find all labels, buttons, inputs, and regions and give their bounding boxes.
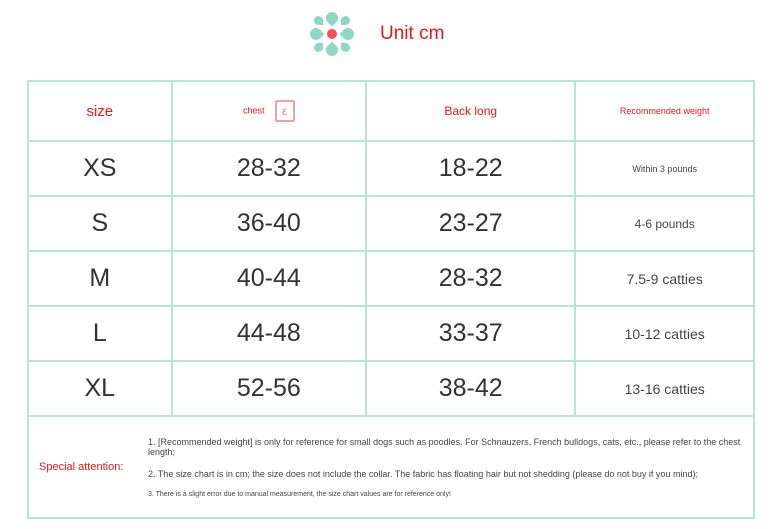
- col-chest: chest ε: [170, 80, 368, 142]
- table-row: S 36-40 23-27 4-6 pounds: [27, 195, 755, 252]
- chest-cell: 40-44: [170, 250, 368, 307]
- title-area: Unit cm: [307, 9, 445, 59]
- chest-cell: 52-56: [170, 360, 368, 417]
- table-row: XS 28-32 18-22 Within 3 pounds: [27, 140, 755, 197]
- chest-cell: 36-40: [170, 195, 368, 252]
- back-cell: 38-42: [365, 360, 577, 417]
- unit-label: Unit cm: [380, 23, 445, 44]
- back-cell: 28-32: [365, 250, 577, 307]
- chest-cell: 44-48: [170, 305, 368, 362]
- size-cell: XL: [27, 360, 173, 417]
- notes-cell: Special attention: 1. [Recommended weigh…: [27, 415, 755, 519]
- col-size: size: [27, 80, 173, 142]
- note-1: 1. [Recommended weight] is only for refe…: [147, 436, 741, 457]
- table-row: XL 52-56 38-42 13-16 catties: [27, 360, 755, 417]
- note-2: 2. The size chart is in cm; the size doe…: [147, 468, 698, 479]
- size-cell: XS: [27, 140, 173, 197]
- back-cell: 23-27: [365, 195, 577, 252]
- chest-cell: 28-32: [170, 140, 368, 197]
- back-cell: 18-22: [365, 140, 577, 197]
- col-weight: Recommended weight: [574, 80, 755, 142]
- table-row: M 40-44 28-32 7.5-9 catties: [27, 250, 755, 307]
- col-chest-label: chest: [243, 105, 265, 116]
- weight-cell: 10-12 catties: [574, 305, 755, 362]
- weight-cell: 4-6 pounds: [574, 195, 755, 252]
- special-attention-label: Special attention:: [39, 461, 124, 473]
- stamp-icon: ε: [274, 100, 295, 122]
- size-cell: M: [27, 250, 173, 307]
- size-cell: S: [27, 195, 173, 252]
- flower-icon: [307, 9, 357, 59]
- col-back: Back long: [365, 80, 577, 142]
- size-cell: L: [27, 305, 173, 362]
- weight-cell: 7.5-9 catties: [574, 250, 755, 307]
- header-row: size chest ε Back long Recommended weight: [27, 80, 755, 142]
- note-3: 3. There is a slight error due to manual…: [147, 490, 451, 498]
- notes-row: Special attention: 1. [Recommended weigh…: [27, 415, 755, 519]
- back-cell: 33-37: [365, 305, 577, 362]
- size-table: size chest ε Back long Recommended weight…: [27, 80, 755, 519]
- weight-cell: Within 3 pounds: [574, 140, 755, 197]
- table-row: L 44-48 33-37 10-12 catties: [27, 305, 755, 362]
- weight-cell: 13-16 catties: [574, 360, 755, 417]
